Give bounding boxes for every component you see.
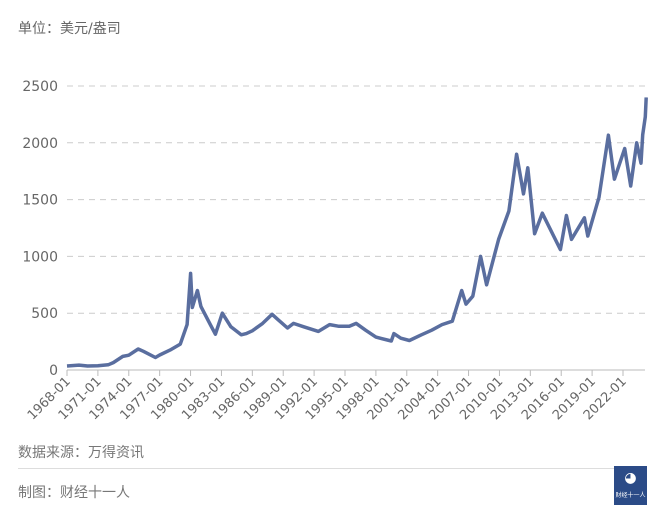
- data-source: 数据来源：万得资讯: [18, 445, 144, 461]
- price-line: [66, 97, 648, 368]
- chart-maker: 制图：财经十一人: [18, 485, 130, 501]
- y-tick-label: 500: [31, 306, 58, 322]
- y-tick-label: 1500: [22, 193, 58, 209]
- brand-logo: ◕ 财经十一人: [614, 466, 647, 505]
- y-tick-label: 2500: [22, 79, 58, 95]
- globe-icon: ◕: [624, 470, 637, 486]
- gold-price-chart: 050010001500200025001968-011971-011974-0…: [22, 79, 648, 423]
- y-tick-label: 2000: [22, 136, 58, 152]
- unit-label: 单位：美元/盎司: [18, 21, 121, 37]
- divider: [18, 468, 646, 469]
- y-tick-label: 1000: [22, 249, 58, 265]
- y-tick-label: 0: [49, 363, 58, 379]
